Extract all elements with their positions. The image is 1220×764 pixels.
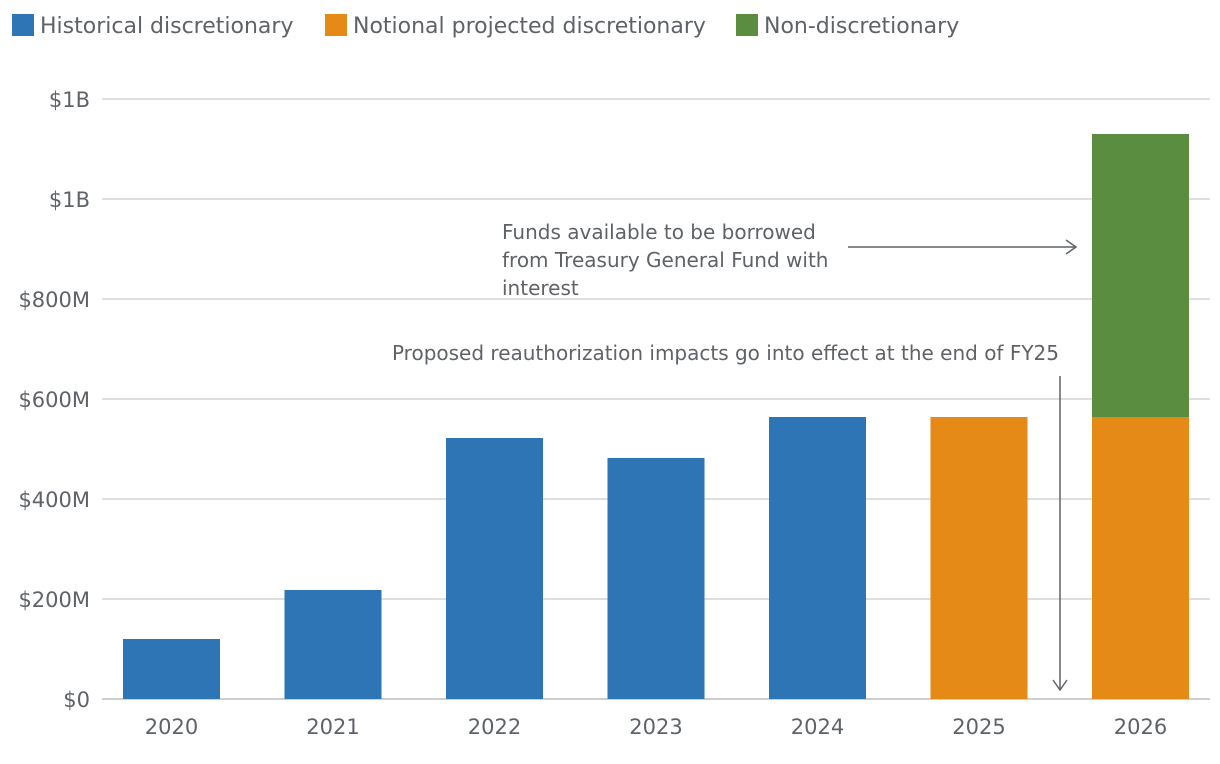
y-tick-label: $1B	[49, 188, 90, 212]
y-tick-label: $600M	[18, 388, 90, 412]
x-tick-label: 2023	[629, 715, 682, 739]
bar-2026-notional-projected-discretionary	[1092, 417, 1189, 699]
annotation-text: interest	[502, 276, 579, 300]
bar-2024-historical-discretionary	[769, 417, 866, 699]
y-tick-label: $800M	[18, 288, 90, 312]
x-axis: 2020 2021 2022 2023 2024 2025 2026	[145, 715, 1167, 739]
y-axis: $0 $200M $400M $600M $800M $1B $1B	[18, 88, 90, 712]
annotation-text: from Treasury General Fund with	[502, 248, 828, 272]
annotation-text: Proposed reauthorization impacts go into…	[392, 341, 1059, 365]
legend-swatch	[325, 14, 347, 36]
x-tick-label: 2026	[1114, 715, 1167, 739]
bar-2023-historical-discretionary	[607, 458, 705, 699]
bar-2025-notional-projected-discretionary	[930, 417, 1028, 699]
arrowhead-right-icon	[1065, 239, 1078, 255]
bar-2021-historical-discretionary	[284, 590, 382, 699]
annotation-text: Funds available to be borrowed	[502, 220, 816, 244]
y-tick-label: $0	[63, 688, 90, 712]
x-tick-label: 2024	[791, 715, 844, 739]
bar-2020-historical-discretionary	[123, 639, 220, 699]
legend-label: Historical discretionary	[40, 14, 293, 39]
y-tick-label: $200M	[18, 588, 90, 612]
legend: Historical discretionary Notional project…	[12, 14, 959, 39]
bar-2026-non-discretionary	[1092, 134, 1189, 417]
x-tick-label: 2025	[952, 715, 1005, 739]
x-tick-label: 2021	[306, 715, 359, 739]
y-tick-label: $1B	[49, 88, 90, 112]
x-tick-label: 2020	[145, 715, 198, 739]
arrowhead-down-icon	[1052, 679, 1068, 692]
y-tick-label: $400M	[18, 488, 90, 512]
legend-swatch	[736, 14, 758, 36]
legend-label: Non-discretionary	[764, 14, 959, 39]
legend-label: Notional projected discretionary	[353, 14, 706, 39]
bar-2022-historical-discretionary	[446, 438, 543, 699]
x-tick-label: 2022	[468, 715, 521, 739]
bars	[123, 134, 1189, 699]
legend-swatch	[12, 14, 34, 36]
annotations: Funds available to be borrowed from Treas…	[392, 220, 1078, 692]
